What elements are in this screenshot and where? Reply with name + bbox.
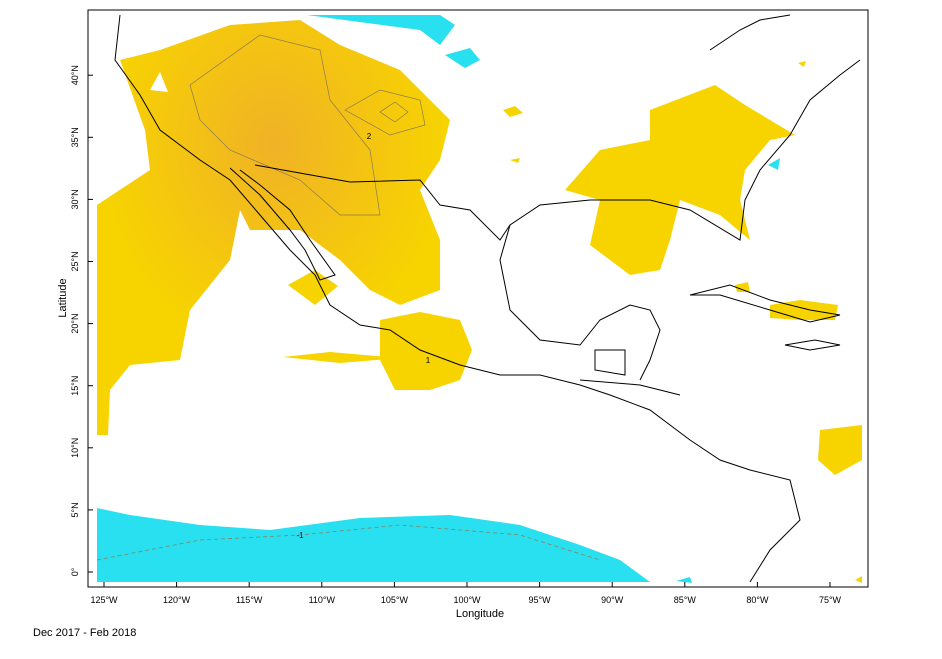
y-tick-label: 20°N <box>70 314 80 334</box>
contour-line <box>379 101 409 123</box>
contour-labels: 2 1 -1 <box>296 132 430 540</box>
x-tick-label: 100°W <box>453 595 481 605</box>
y-tick-label: 10°N <box>70 438 80 458</box>
coastline <box>709 14 791 51</box>
x-tick-label: 85°W <box>674 595 697 605</box>
positive-area <box>380 312 472 390</box>
positive-area <box>283 352 400 363</box>
coastline <box>784 339 841 351</box>
y-tick-label: 15°N <box>70 376 80 396</box>
x-tick-label: 95°W <box>529 595 552 605</box>
positive-area <box>97 20 450 435</box>
x-tick-label: 115°W <box>236 595 263 605</box>
positive-area <box>565 85 795 275</box>
coastline <box>254 59 861 241</box>
x-tick-label: 125°W <box>90 595 118 605</box>
contour-label: 1 <box>426 356 431 365</box>
contour-line <box>189 34 381 216</box>
y-tick-label: 25°N <box>70 251 80 271</box>
gap <box>150 72 168 92</box>
y-tick-label: 35°N <box>70 127 80 147</box>
coastline <box>579 349 681 396</box>
contour-line <box>96 524 601 561</box>
coastline <box>114 14 801 583</box>
coastlines <box>114 14 861 583</box>
y-axis-title: Latitude <box>57 278 69 317</box>
x-axis-title: Longitude <box>456 608 504 620</box>
x-tick-label: 90°W <box>601 595 624 605</box>
y-tick-label: 30°N <box>70 189 80 209</box>
x-tick-label: 110°W <box>309 595 336 605</box>
x-tick-label: 75°W <box>819 595 842 605</box>
contour-label: -1 <box>296 531 304 540</box>
anomaly-fill <box>97 15 862 583</box>
coastline <box>229 167 336 281</box>
positive-area <box>818 425 862 475</box>
x-tick-label: 120°W <box>163 595 191 605</box>
y-tick-label: 5°N <box>70 502 80 517</box>
contours <box>96 34 601 561</box>
plot-frame <box>87 9 869 588</box>
coastline <box>499 224 661 381</box>
y-tick-label: 0° <box>70 567 80 576</box>
x-tick-label: 105°W <box>381 595 409 605</box>
positive-area <box>735 282 750 292</box>
coastline <box>689 284 841 323</box>
x-tick-label: 80°W <box>746 595 769 605</box>
contour-line <box>344 89 426 136</box>
y-tick-label: 40°N <box>70 65 80 85</box>
footer: Dec 2017 - Feb 2018 <box>33 627 136 639</box>
contour-label: 2 <box>367 132 372 141</box>
x-ticks: 125°W 120°W 115°W 110°W 105°W 100°W 95°W 90°W 85… <box>90 582 842 605</box>
negative-area <box>97 508 650 582</box>
y-ticks: 0° 5°N 10°N 15°N 20°N 25°N 30°N 35°N 40°N <box>70 65 93 576</box>
